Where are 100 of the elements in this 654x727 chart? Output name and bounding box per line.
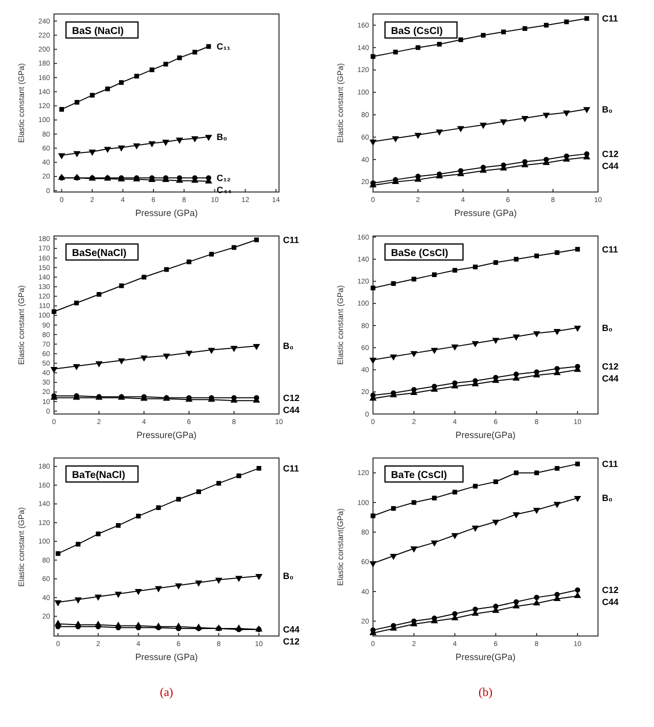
point: [235, 576, 242, 582]
text: BaTe (CsCl): [391, 470, 447, 481]
point: [88, 150, 96, 156]
series-label: C11: [602, 14, 618, 24]
point: [457, 126, 464, 132]
point: [176, 138, 184, 144]
point: [148, 141, 156, 148]
point: [119, 283, 124, 288]
point: [150, 67, 154, 72]
point: [162, 354, 170, 360]
text: (a): [160, 685, 174, 699]
point: [191, 136, 198, 142]
point: [209, 252, 214, 257]
point: [430, 540, 438, 547]
point: [575, 246, 580, 252]
point: [196, 626, 202, 632]
point: [177, 55, 182, 60]
point: [134, 74, 139, 79]
point: [118, 358, 126, 365]
text: C12: [602, 585, 619, 596]
point: [134, 588, 142, 596]
point: [554, 250, 560, 255]
point: [575, 462, 580, 466]
point: [390, 354, 398, 361]
point: [574, 496, 582, 502]
point: [534, 594, 540, 600]
point: [369, 140, 377, 146]
point: [391, 281, 396, 286]
point: [514, 256, 519, 262]
point: [512, 334, 520, 341]
point: [493, 260, 498, 265]
point: [574, 587, 580, 593]
point: [154, 586, 162, 592]
text: C12: [283, 392, 300, 403]
point: [94, 594, 102, 601]
point: [236, 626, 242, 632]
text: BaSe(NaCl): [72, 248, 126, 259]
point: [74, 300, 79, 306]
point: [105, 86, 110, 92]
point: [369, 358, 377, 364]
point: [230, 346, 238, 352]
point: [574, 326, 582, 332]
point: [95, 361, 103, 368]
y-axis-title: Elastic constant (GPa): [336, 284, 345, 365]
point: [472, 484, 478, 489]
point: [73, 151, 81, 158]
point: [236, 473, 242, 478]
text: B₀: [283, 571, 294, 582]
point: [512, 512, 520, 518]
series-label: B₀: [216, 132, 228, 142]
point: [58, 153, 66, 160]
point: [534, 470, 539, 476]
x-axis-title: Pressure (GPa): [135, 208, 198, 218]
point: [430, 348, 438, 354]
point: [208, 348, 216, 354]
point: [370, 514, 376, 518]
point: [544, 22, 549, 28]
text: (b): [478, 685, 492, 699]
point: [192, 50, 198, 54]
point: [414, 132, 422, 140]
point: [432, 272, 437, 278]
text: BaTe(NaCl): [72, 470, 126, 481]
point: [162, 140, 170, 146]
point: [451, 533, 458, 540]
point: [392, 136, 400, 142]
point: [562, 110, 570, 117]
point: [533, 508, 540, 514]
point: [390, 554, 398, 560]
point: [74, 597, 82, 604]
point: [472, 526, 479, 532]
x-axis-title: Pressure (GPa): [135, 652, 198, 662]
point: [185, 350, 193, 357]
point: [163, 62, 168, 66]
series-label: C12: [602, 149, 619, 160]
text: C12: [602, 362, 619, 372]
text: BaSe (CsCl): [391, 248, 448, 259]
x-axis-title: Pressure(GPa): [455, 430, 516, 440]
point: [174, 583, 182, 590]
point: [501, 30, 506, 34]
y-axis-title: Elastic constant (GPa): [17, 62, 26, 143]
y-axis-title: Elastic constant (GPa): [336, 62, 345, 143]
point: [254, 237, 259, 242]
point: [50, 366, 58, 374]
point: [142, 274, 146, 280]
point: [195, 580, 202, 587]
point: [521, 116, 528, 122]
point: [493, 479, 498, 484]
point: [370, 54, 376, 59]
point: [56, 551, 60, 556]
point: [533, 331, 540, 338]
text: C11: [602, 244, 618, 254]
point: [391, 506, 396, 511]
point: [564, 19, 569, 24]
point: [156, 505, 161, 510]
x-axis-title: Pressure(GPa): [136, 430, 197, 440]
text: B₀: [283, 341, 294, 352]
point: [186, 259, 192, 264]
point: [74, 100, 80, 105]
point: [584, 16, 590, 21]
point: [412, 500, 416, 505]
